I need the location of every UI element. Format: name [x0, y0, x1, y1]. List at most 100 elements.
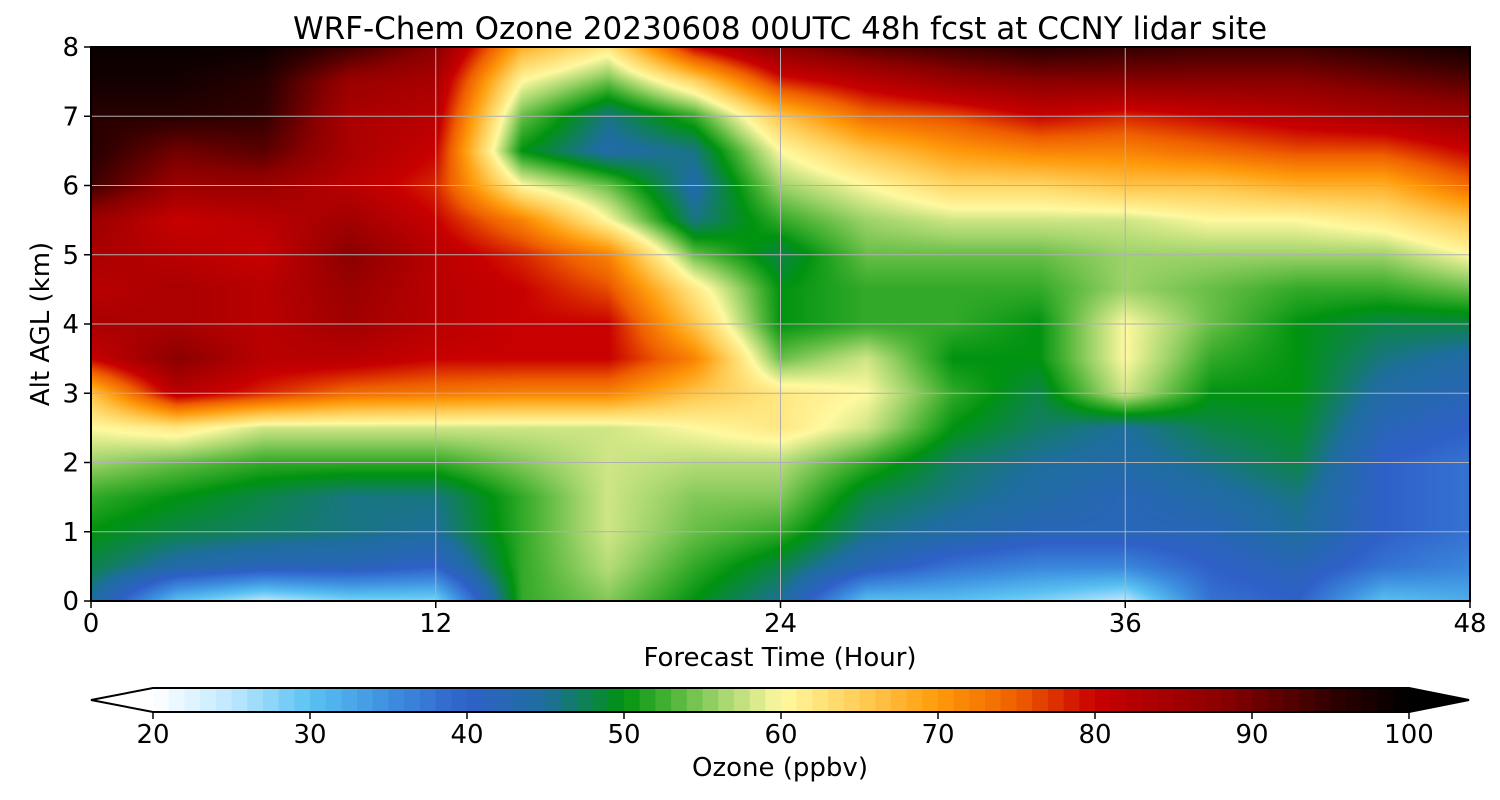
colorbar-segment — [1000, 688, 1018, 712]
colorbar-segment — [828, 688, 845, 712]
colorbar-segment — [624, 688, 641, 712]
colorbar-max-extension — [1409, 688, 1469, 712]
colorbar-segment — [1267, 688, 1284, 712]
colorbar-segment — [341, 688, 358, 712]
chart-title: WRF-Chem Ozone 20230608 00UTC 48h fcst a… — [293, 11, 1267, 47]
colorbar-segment — [467, 688, 484, 712]
colorbar-segment — [1393, 688, 1410, 712]
colorbar-segment — [1361, 688, 1379, 712]
colorbar-segment — [655, 688, 672, 712]
colorbar-segment — [1173, 688, 1190, 712]
colorbar-segment — [200, 688, 217, 712]
colorbar-min-extension — [91, 688, 153, 712]
colorbar-segment — [1299, 688, 1316, 712]
colorbar-segment — [781, 688, 798, 712]
colorbar-tick-label: 70 — [921, 720, 954, 750]
colorbar-segment — [294, 688, 311, 712]
colorbar-segment — [592, 688, 609, 712]
colorbar-segment — [1236, 688, 1253, 712]
colorbar-segment — [529, 688, 547, 712]
colorbar-segment — [1377, 688, 1394, 712]
colorbar — [90, 687, 1470, 713]
colorbar-segment — [419, 688, 437, 712]
colorbar-segment — [1079, 688, 1096, 712]
colorbar-segment — [1157, 688, 1175, 712]
colorbar-segment — [1314, 688, 1332, 712]
colorbar-tick-label: 80 — [1078, 720, 1111, 750]
colorbar-tick-label: 90 — [1235, 720, 1268, 750]
colorbar-segment — [1220, 688, 1237, 712]
colorbar-segment — [451, 688, 468, 712]
colorbar-segment — [686, 688, 704, 712]
y-tick-label: 6 — [62, 172, 79, 202]
colorbar-segment — [325, 688, 342, 712]
colorbar-segment — [1126, 688, 1143, 712]
grid-lines — [91, 47, 1470, 601]
x-tick-label: 24 — [764, 609, 797, 639]
colorbar-segment — [262, 688, 280, 712]
colorbar-segment — [357, 688, 374, 712]
colorbar-segment — [435, 688, 452, 712]
colorbar-segment — [859, 688, 876, 712]
colorbar-segment — [1346, 688, 1363, 712]
colorbar-segment — [576, 688, 594, 712]
colorbar-tick-label: 40 — [450, 720, 483, 750]
colorbar-tick-label: 50 — [607, 720, 640, 750]
colorbar-segment — [969, 688, 986, 712]
x-axis-ticks: 0 12 24 36 48 — [83, 601, 1487, 639]
colorbar-segment — [1142, 688, 1159, 712]
colorbar-segment — [749, 688, 766, 712]
colorbar-segment — [1095, 688, 1112, 712]
colorbar-segment — [247, 688, 264, 712]
colorbar-segment — [545, 688, 562, 712]
x-tick-label: 0 — [83, 609, 100, 639]
y-axis-label: Alt AGL (km) — [26, 242, 56, 406]
colorbar-tick-label: 100 — [1384, 720, 1434, 750]
y-tick-label: 4 — [62, 310, 79, 340]
colorbar-segment — [153, 688, 170, 712]
colorbar-segment — [1063, 688, 1080, 712]
colorbar-tick-label: 20 — [136, 720, 169, 750]
colorbar-segment — [639, 688, 656, 712]
colorbar-segment — [733, 688, 751, 712]
colorbar-segment — [953, 688, 970, 712]
colorbar-segment — [938, 688, 955, 712]
x-axis-label: Forecast Time (Hour) — [643, 643, 916, 673]
y-axis-ticks: 0 1 2 3 4 5 6 7 8 — [62, 33, 91, 617]
y-tick-label: 3 — [62, 379, 79, 409]
colorbar-segment — [404, 688, 421, 712]
colorbar-segment — [702, 688, 719, 712]
x-tick-label: 36 — [1109, 609, 1142, 639]
colorbar-segment — [796, 688, 813, 712]
colorbar-ticks: 20 30 40 50 60 70 80 90 100 — [136, 712, 1434, 750]
colorbar-segment — [718, 688, 735, 712]
x-tick-label: 48 — [1453, 609, 1486, 639]
colorbar-segment — [671, 688, 688, 712]
colorbar-segment — [561, 688, 578, 712]
colorbar-segment — [231, 688, 248, 712]
colorbar-segment — [1047, 688, 1065, 712]
colorbar-segment — [1252, 688, 1269, 712]
colorbar-segment — [875, 688, 892, 712]
colorbar-segment — [1016, 688, 1033, 712]
y-tick-label: 7 — [62, 102, 79, 132]
colorbar-segment — [608, 688, 625, 712]
colorbar-segment — [1204, 688, 1222, 712]
colorbar-segment — [1110, 688, 1127, 712]
colorbar-segment — [278, 688, 295, 712]
colorbar-segment — [1283, 688, 1300, 712]
colorbar-segment — [514, 688, 531, 712]
colorbar-segment — [922, 688, 939, 712]
colorbar-tick-label: 30 — [293, 720, 326, 750]
colorbar-tick-label: 60 — [764, 720, 797, 750]
colorbar-segment — [1032, 688, 1049, 712]
y-tick-label: 8 — [62, 33, 79, 63]
colorbar-segment — [985, 688, 1002, 712]
colorbar-segment — [765, 688, 782, 712]
colorbar-segment — [498, 688, 515, 712]
y-tick-label: 1 — [62, 518, 79, 548]
y-tick-label: 2 — [62, 449, 79, 479]
y-tick-label: 5 — [62, 241, 79, 271]
colorbar-segment — [372, 688, 390, 712]
